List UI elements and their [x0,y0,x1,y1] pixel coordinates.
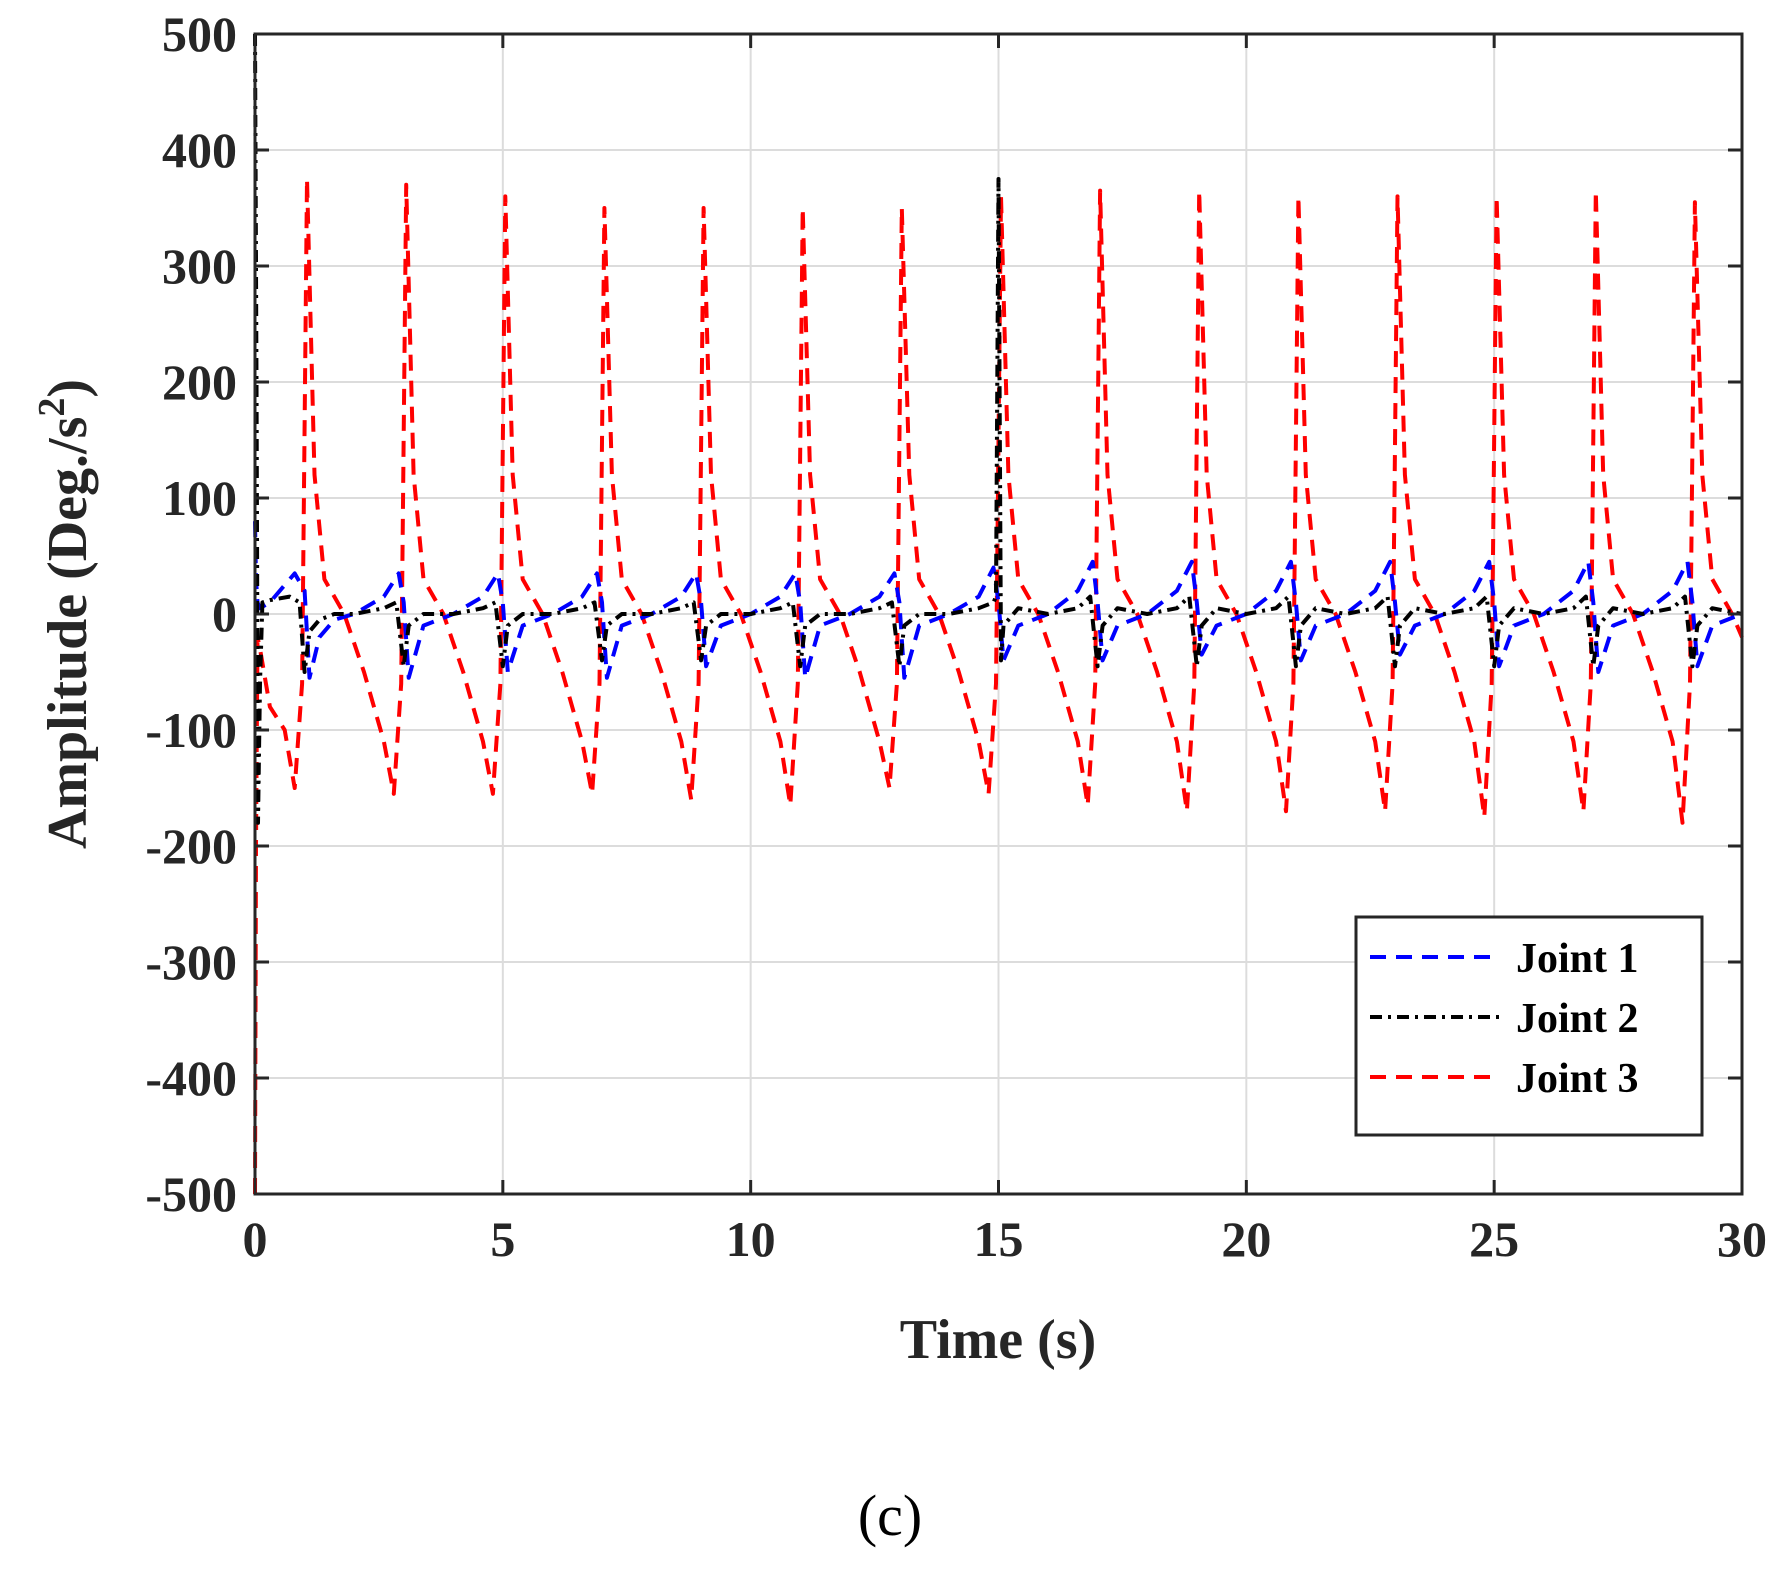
legend-label-joint-2: Joint 2 [1516,996,1639,1042]
series-line-joint-1 [253,521,1743,680]
y-tick-label: -100 [145,702,237,758]
x-tick-label: 25 [1469,1211,1519,1267]
y-tick-label: 500 [162,6,237,62]
y-tick-label: 400 [162,122,237,178]
y-axis-label-close: ) [37,379,99,398]
x-tick-label: 30 [1717,1211,1767,1267]
y-tick-label: -200 [145,818,237,874]
x-tick-label: 5 [490,1211,515,1267]
y-tick-label: -400 [145,1050,237,1106]
x-tick-label: 10 [726,1211,776,1267]
legend-label-joint-1: Joint 1 [1516,936,1639,982]
x-tick-label: 0 [243,1211,268,1267]
x-tick-label: 20 [1221,1211,1271,1267]
series-layer [253,33,1744,1195]
y-tick-label: 100 [162,470,237,526]
ticks [253,32,1744,1196]
y-axis-label-main: Amplitude (Deg./s [37,417,99,849]
legend: Joint 1 Joint 2 Joint 3 [1354,915,1704,1137]
y-axis-label: Amplitude (Deg./s2) [31,379,99,849]
y-tick-label: 0 [212,586,237,642]
y-axis-label-superscript: 2 [31,398,73,417]
tick-labels: 0 5 10 15 20 25 30 -500 -400 -300 -200 -100 0 100 200 3… [145,6,1767,1267]
x-tick-label: 15 [974,1211,1024,1267]
legend-box [1354,915,1704,1137]
series-line-joint-3 [253,177,1744,1195]
figure-caption: (c) [858,1483,922,1548]
legend-items: Joint 1 Joint 2 Joint 3 [1370,936,1639,1102]
y-tick-label: 200 [162,354,237,410]
x-axis-label: Time (s) [900,1309,1097,1371]
legend-label-joint-3: Joint 3 [1516,1056,1639,1102]
series-line-joint-2 [253,33,1743,825]
y-tick-label: -500 [145,1166,237,1222]
y-tick-label: 300 [162,238,237,294]
y-tick-label: -300 [145,934,237,990]
